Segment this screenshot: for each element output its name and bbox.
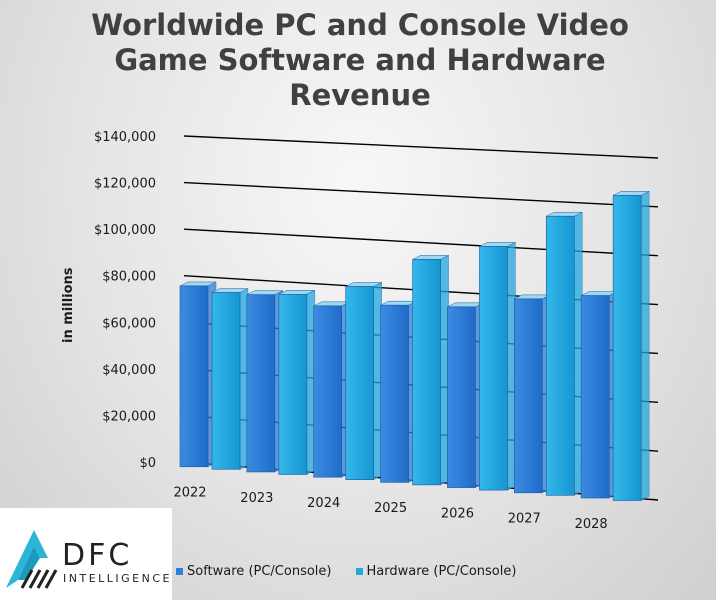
legend-label-software: Software (PC/Console) (187, 564, 332, 579)
legend-item-hardware: Hardware (PC/Console) (355, 564, 517, 579)
x-tick-label: 2027 (508, 512, 541, 527)
x-tick-label: 2024 (307, 496, 340, 511)
legend-label-hardware: Hardware (PC/Console) (366, 564, 517, 579)
bar-software-2025 (380, 300, 417, 483)
gridline (183, 181, 659, 208)
y-tick-label: $140,000 (94, 130, 156, 145)
legend-swatch-hardware (355, 568, 363, 575)
bar-software-2028 (580, 291, 618, 499)
logo-text-sub: INTELLIGENCE (63, 572, 172, 585)
y-tick-label: $60,000 (102, 316, 156, 331)
y-axis-ticks: $0 $20,000 $40,000 $60,000 $80,000 $100,000 $1… (94, 130, 156, 471)
x-tick-label: 2025 (374, 501, 407, 516)
bar-software-2026 (447, 302, 484, 489)
dfc-logo: DFC INTELLIGENCE (0, 508, 172, 600)
y-tick-label: $40,000 (102, 363, 156, 378)
bars (179, 190, 650, 501)
x-tick-label: 2023 (240, 491, 273, 506)
logo-mountain-icon (6, 530, 58, 589)
gridline (183, 228, 659, 257)
y-tick-label: $100,000 (94, 223, 156, 238)
y-tick-label: $20,000 (102, 409, 156, 424)
bar-software-2023 (246, 290, 284, 473)
legend-item-software: Software (PC/Console) (176, 564, 332, 579)
x-tick-label: 2026 (441, 506, 474, 521)
x-tick-label: 2028 (575, 517, 608, 532)
bar-hardware-2022 (211, 288, 249, 470)
y-tick-label: $0 (139, 456, 156, 471)
y-tick-label: $80,000 (102, 270, 156, 285)
y-tick-label: $120,000 (94, 177, 156, 192)
y-axis-label: in millions (61, 267, 76, 343)
x-axis-ticks: 2022 2023 2024 2025 2026 2027 2028 (173, 486, 607, 532)
bar-hardware-2026 (479, 241, 516, 491)
legend-swatch-software (176, 568, 183, 575)
bar-software-2027 (513, 294, 551, 494)
x-tick-label: 2022 (173, 486, 206, 501)
chart-title: Worldwide PC and Console Video Game Soft… (91, 8, 629, 112)
bar-hardware-2027 (545, 211, 583, 496)
logo-text-main: DFC (62, 538, 133, 573)
bar-hardware-2023 (278, 289, 316, 475)
bar-hardware-2025 (412, 255, 449, 486)
gridline (183, 135, 659, 159)
bar-software-2024 (313, 301, 350, 478)
bar-hardware-2028 (612, 190, 650, 501)
bar-software-2022 (179, 281, 217, 468)
legend: Software (PC/Console) Hardware (PC/Conso… (176, 564, 516, 579)
bar-hardware-2024 (345, 282, 382, 481)
